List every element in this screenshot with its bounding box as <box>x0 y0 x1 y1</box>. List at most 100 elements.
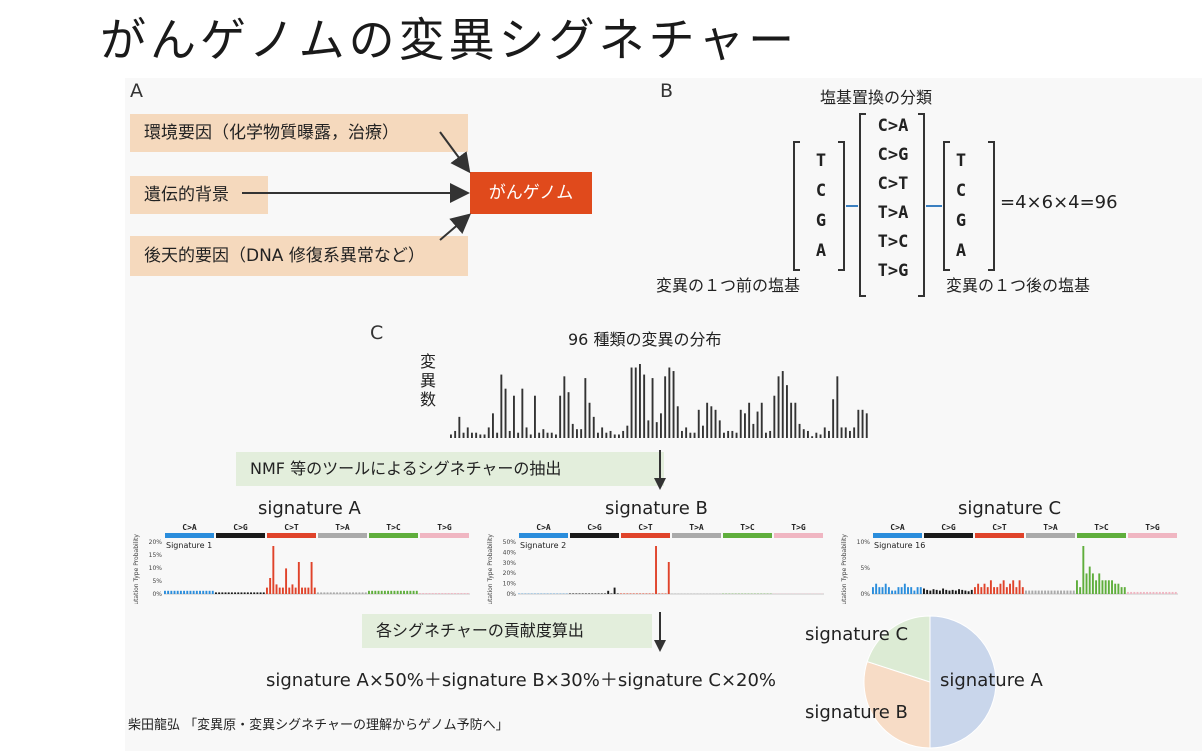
right-base: T <box>955 151 967 171</box>
y-tick-label: 50% <box>503 539 517 546</box>
signature-bar <box>288 587 291 594</box>
signature-bar <box>1076 580 1078 594</box>
category-color-bar <box>975 533 1024 538</box>
distribution-bar <box>731 430 734 438</box>
signature-bar <box>374 590 377 594</box>
signature-bar <box>1031 590 1034 594</box>
signature-bar <box>342 592 345 594</box>
signature-bar <box>176 590 179 594</box>
distribution-bar <box>718 420 721 438</box>
distribution-bar <box>655 422 658 438</box>
signature-bar <box>195 590 198 594</box>
signature-bar <box>964 590 967 594</box>
distribution-bar <box>454 430 457 438</box>
distribution-bar <box>660 413 662 438</box>
signature-bar <box>173 590 176 594</box>
signature-bar <box>993 587 996 594</box>
category-color-bar <box>1026 533 1075 538</box>
signature-bar <box>651 593 654 594</box>
signature-bar <box>645 593 648 594</box>
signature-bar <box>269 578 272 594</box>
signature-bar <box>297 562 300 594</box>
distribution-bar <box>865 413 868 438</box>
cancer-genome-box: がんゲノム <box>470 172 592 214</box>
nmf-step-box: NMF 等のツールによるシグネチャーの抽出 <box>236 452 664 486</box>
right-base: G <box>955 211 967 231</box>
distribution-bar <box>487 427 490 438</box>
distribution-bar <box>744 413 746 438</box>
distribution-bar <box>521 388 524 438</box>
signature-bar <box>1149 591 1152 594</box>
signature-bar <box>1114 583 1117 594</box>
y-tick-label: 30% <box>503 560 517 567</box>
y-axis-label: Mutation Type Probability <box>133 534 140 604</box>
left-base: T <box>815 151 827 171</box>
category-label: T>C <box>740 523 755 532</box>
distribution-bar <box>756 411 759 438</box>
category-label: C>A <box>182 523 197 532</box>
signature-bar <box>588 593 591 594</box>
signature-label: Signature 1 <box>166 541 212 550</box>
signature-bar <box>348 592 351 594</box>
y-tick-label: 5% <box>152 578 162 585</box>
acquired-factor-box: 後天的要因（DNA 修復系異常など） <box>130 236 468 276</box>
bracket-lines <box>793 113 995 297</box>
signature-bar <box>377 590 380 594</box>
substitution-heading: 塩基置換の分類 <box>820 88 933 107</box>
signature-bar <box>923 588 925 594</box>
distribution-bar <box>836 376 839 438</box>
signature-bar <box>170 590 173 594</box>
signature-bar <box>903 583 906 594</box>
signature-bar <box>629 593 632 594</box>
signature-bar <box>916 587 919 594</box>
distribution-bar <box>693 432 696 438</box>
signature-bar <box>632 593 635 594</box>
signature-bar <box>970 589 973 594</box>
distribution-bar <box>450 434 452 438</box>
signature-bar <box>620 593 622 594</box>
signature-bar <box>164 590 166 594</box>
y-tick-label: 0% <box>506 591 516 598</box>
distribution-bar <box>525 427 528 438</box>
signature-bar <box>648 593 651 594</box>
category-color-bar <box>570 533 619 538</box>
signature-bar <box>358 592 361 594</box>
signature-bar <box>967 591 970 594</box>
pie-slice <box>863 660 931 749</box>
signature-bar <box>1012 580 1015 594</box>
distribution-bar <box>773 395 776 438</box>
right-base: C <box>955 181 967 201</box>
distribution-bar <box>769 430 772 438</box>
signature-bar <box>307 587 310 594</box>
signature-bar <box>224 592 227 594</box>
signature-bar <box>1028 590 1031 594</box>
distribution-bar <box>702 425 704 438</box>
signature-bar <box>1088 566 1091 594</box>
signature-bar <box>403 590 405 594</box>
distribution-bar <box>760 402 763 438</box>
signature-bar <box>594 593 597 594</box>
substitution-type: C>A <box>877 116 909 136</box>
substitution-type: C>G <box>877 145 909 165</box>
signature-bar <box>1165 591 1168 594</box>
y-tick-label: 0% <box>860 591 870 598</box>
signature-bar <box>935 589 938 594</box>
pie-slice <box>866 615 931 683</box>
signature-bar <box>642 593 645 594</box>
distribution-bar <box>500 374 503 438</box>
signature-bar <box>1050 590 1053 594</box>
signature-bar <box>361 592 364 594</box>
signature-bar <box>600 593 603 594</box>
signature-a-chart: C>A C>G C>T T>A T>C T>G Signature 1 Mutation Ty… <box>133 523 470 604</box>
signature-bar <box>948 590 951 594</box>
panel-b-letter: B <box>660 80 674 102</box>
distribution-bar <box>584 378 587 438</box>
signature-bar <box>942 588 945 594</box>
signature-bar <box>422 593 425 594</box>
signature-bar <box>604 593 606 594</box>
signature-bar <box>616 593 619 594</box>
signature-bar <box>894 590 897 594</box>
down-arrow-1 <box>654 450 666 490</box>
distribution-bar <box>794 402 797 438</box>
signature-bar <box>1018 580 1021 594</box>
